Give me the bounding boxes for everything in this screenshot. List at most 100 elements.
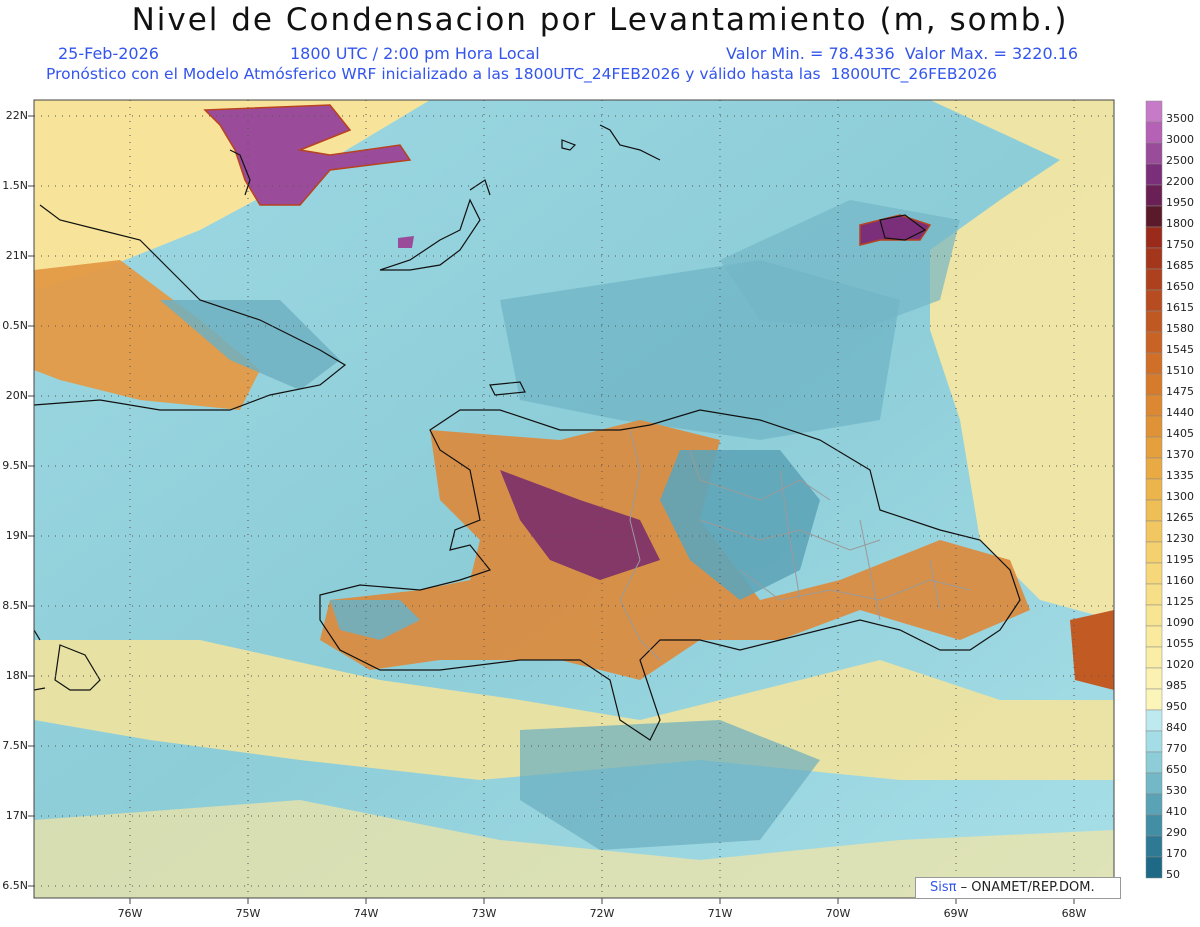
colorbar	[1145, 100, 1163, 879]
colorbar-swatch	[1145, 751, 1163, 774]
colorbar-swatch	[1145, 205, 1163, 228]
field-teal-hispaniola	[660, 450, 820, 600]
colorbar-swatch	[1145, 142, 1163, 165]
latitude-label: 18N	[5, 669, 28, 682]
colorbar-level-label: 50	[1166, 868, 1180, 881]
colorbar-swatch	[1145, 226, 1163, 249]
colorbar-swatch	[1145, 562, 1163, 585]
colorbar-swatch	[1145, 772, 1163, 795]
longitude-label: 74W	[353, 907, 379, 920]
colorbar-swatch	[1145, 520, 1163, 543]
colorbar-level-label: 410	[1166, 805, 1187, 818]
colorbar-level-label: 1335	[1166, 469, 1194, 482]
province-boundaries	[619, 429, 971, 661]
colorbar-level-label: 770	[1166, 742, 1187, 755]
colorbar-swatch	[1145, 310, 1163, 333]
colorbar-level-label: 1090	[1166, 616, 1194, 629]
colorbar-level-label: 1125	[1166, 595, 1194, 608]
colorbar-level-label: 1545	[1166, 343, 1194, 356]
field-brown-hispaniola	[500, 470, 660, 580]
latitude-label: 22N	[5, 109, 28, 122]
sis-logo-text: Sisπ	[930, 880, 957, 895]
colorbar-swatch	[1145, 121, 1163, 144]
colorbar-level-label: 3000	[1166, 133, 1194, 146]
colorbar-swatch	[1145, 541, 1163, 564]
colorbar-level-label: 1230	[1166, 532, 1194, 545]
colorbar-level-label: 2500	[1166, 154, 1194, 167]
colorbar-level-label: 1020	[1166, 658, 1194, 671]
field-yellow-south-2	[34, 800, 1114, 898]
longitude-label: 73W	[471, 907, 497, 920]
colorbar-level-label: 1615	[1166, 301, 1194, 314]
latitude-label: 21N	[5, 249, 28, 262]
longitude-label: 76W	[117, 907, 143, 920]
forecast-date: 25-Feb-2026	[58, 44, 159, 63]
colorbar-swatch	[1145, 667, 1163, 690]
colorbar-level-label: 950	[1166, 700, 1187, 713]
colorbar-swatch	[1145, 268, 1163, 291]
min-max-values: Valor Min. = 78.4336 Valor Max. = 3220.1…	[726, 44, 1079, 63]
colorbar-swatch	[1145, 247, 1163, 270]
latitude-label: 19N	[5, 529, 28, 542]
colorbar-swatch	[1145, 373, 1163, 396]
colorbar-level-label: 1685	[1166, 259, 1194, 272]
colorbar-level-label: 3500	[1166, 112, 1194, 125]
longitude-label: 71W	[707, 907, 733, 920]
colorbar-level-label: 170	[1166, 847, 1187, 860]
colorbar-swatch	[1145, 436, 1163, 459]
forecast-time: 1800 UTC / 2:00 pm Hora Local	[290, 44, 540, 63]
colorbar-swatch	[1145, 856, 1163, 879]
model-description: Pronóstico con el Modelo Atmósferico WRF…	[46, 65, 997, 83]
field-orange-east-edge	[1070, 610, 1114, 690]
colorbar-swatch	[1145, 331, 1163, 354]
latitude-label: 20N	[5, 389, 28, 402]
colorbar-swatch	[1145, 709, 1163, 732]
longitude-label: 75W	[235, 907, 261, 920]
field-purple-bahamas	[203, 104, 412, 206]
colorbar-swatch	[1145, 289, 1163, 312]
colorbar-swatch	[1145, 457, 1163, 480]
field-purple-islet	[398, 236, 414, 248]
colorbar-level-label: 1475	[1166, 385, 1194, 398]
colorbar-swatch	[1145, 163, 1163, 186]
colorbar-swatch	[1145, 604, 1163, 627]
colorbar-level-label: 1370	[1166, 448, 1194, 461]
longitude-label: 68W	[1061, 907, 1087, 920]
colorbar-swatch	[1145, 499, 1163, 522]
colorbar-swatch	[1145, 100, 1163, 123]
colorbar-level-label: 530	[1166, 784, 1187, 797]
colorbar-level-label: 1950	[1166, 196, 1194, 209]
colorbar-level-label: 1750	[1166, 238, 1194, 251]
colorbar-swatch	[1145, 814, 1163, 837]
colorbar-level-label: 1580	[1166, 322, 1194, 335]
field-orange-cuba	[34, 260, 260, 410]
colorbar-level-label: 1405	[1166, 427, 1194, 440]
field-teal-cuba	[160, 300, 340, 390]
longitude-label: 70W	[825, 907, 851, 920]
gridlines	[34, 100, 1114, 898]
colorbar-level-label: 1300	[1166, 490, 1194, 503]
latitude-label: 7.5N	[2, 739, 28, 752]
colorbar-level-label: 1265	[1166, 511, 1194, 524]
colorbar-swatch	[1145, 415, 1163, 438]
field-yellow-east	[930, 100, 1114, 620]
colorbar-swatch	[1145, 184, 1163, 207]
credit-box: Sisπ – ONAMET/REP.DOM.	[915, 877, 1121, 899]
colorbar-level-label: 1055	[1166, 637, 1194, 650]
colorbar-swatch	[1145, 688, 1163, 711]
latitude-label: 9.5N	[2, 459, 28, 472]
colorbar-level-label: 1440	[1166, 406, 1194, 419]
colorbar-level-label: 1160	[1166, 574, 1194, 587]
colorbar-swatch	[1145, 730, 1163, 753]
latitude-label: 0.5N	[2, 319, 28, 332]
colorbar-swatch	[1145, 793, 1163, 816]
colorbar-level-label: 1800	[1166, 217, 1194, 230]
colorbar-level-label: 1650	[1166, 280, 1194, 293]
colorbar-swatch	[1145, 835, 1163, 858]
colorbar-swatch	[1145, 394, 1163, 417]
longitude-label: 72W	[589, 907, 615, 920]
field-teal-peninsula	[330, 600, 420, 640]
colorbar-level-label: 650	[1166, 763, 1187, 776]
colorbar-level-label: 985	[1166, 679, 1187, 692]
